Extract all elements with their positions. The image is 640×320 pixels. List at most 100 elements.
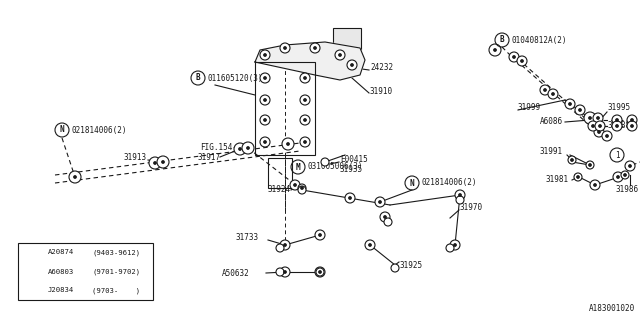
Circle shape (552, 92, 554, 95)
Circle shape (280, 240, 290, 250)
Circle shape (284, 244, 287, 246)
Text: 021814006(2): 021814006(2) (71, 125, 127, 134)
Circle shape (584, 112, 596, 124)
Circle shape (575, 105, 585, 115)
Circle shape (627, 121, 637, 131)
Circle shape (489, 44, 501, 56)
Text: 31991: 31991 (540, 148, 563, 156)
Circle shape (69, 171, 81, 183)
Circle shape (627, 115, 637, 125)
Circle shape (625, 161, 635, 171)
Circle shape (335, 50, 345, 60)
Circle shape (593, 113, 603, 123)
Bar (333, 28, 361, 50)
Circle shape (264, 140, 266, 143)
Circle shape (454, 244, 456, 246)
Circle shape (351, 63, 353, 67)
Text: 31981: 31981 (545, 175, 568, 185)
Circle shape (260, 73, 270, 83)
Circle shape (456, 196, 464, 204)
Text: N: N (60, 125, 64, 134)
Circle shape (605, 134, 609, 138)
Circle shape (300, 95, 310, 105)
Circle shape (264, 118, 266, 122)
Polygon shape (255, 42, 365, 80)
Circle shape (577, 175, 579, 179)
Text: 31733: 31733 (235, 234, 258, 243)
Circle shape (282, 138, 294, 150)
Text: 31970: 31970 (460, 203, 483, 212)
Circle shape (300, 73, 310, 83)
Circle shape (310, 43, 320, 53)
Circle shape (303, 118, 307, 122)
Circle shape (579, 108, 582, 111)
Circle shape (384, 218, 392, 226)
Circle shape (383, 215, 387, 219)
Circle shape (300, 115, 310, 125)
Text: J20834: J20834 (48, 287, 74, 293)
Text: 021814006(2): 021814006(2) (421, 179, 477, 188)
Circle shape (149, 157, 161, 169)
Circle shape (598, 131, 600, 133)
Circle shape (365, 240, 375, 250)
Circle shape (543, 89, 547, 92)
Circle shape (591, 124, 595, 127)
Circle shape (264, 99, 266, 101)
Circle shape (520, 60, 524, 62)
Circle shape (565, 99, 575, 109)
Circle shape (630, 118, 634, 122)
Text: A183001020: A183001020 (589, 304, 635, 313)
Circle shape (260, 95, 270, 105)
Text: B: B (500, 36, 504, 44)
Text: 1: 1 (614, 150, 620, 159)
Circle shape (315, 230, 325, 240)
Circle shape (574, 173, 582, 181)
Circle shape (276, 268, 284, 276)
Text: 01040812A(2): 01040812A(2) (511, 36, 566, 44)
Circle shape (630, 124, 634, 127)
Circle shape (315, 267, 325, 277)
Circle shape (321, 158, 329, 166)
Circle shape (623, 173, 627, 177)
Bar (18, 243, 153, 300)
Circle shape (598, 124, 602, 127)
Text: E00415: E00415 (340, 156, 368, 164)
Circle shape (540, 85, 550, 95)
Circle shape (509, 52, 519, 62)
Circle shape (345, 193, 355, 203)
Circle shape (339, 53, 342, 57)
Circle shape (301, 187, 303, 189)
Circle shape (378, 201, 381, 204)
Circle shape (590, 180, 600, 190)
Text: 31925: 31925 (400, 260, 423, 269)
Circle shape (246, 147, 250, 149)
Circle shape (621, 171, 629, 179)
Circle shape (586, 161, 594, 169)
Circle shape (314, 46, 317, 50)
Circle shape (589, 116, 591, 119)
Circle shape (458, 194, 461, 196)
Circle shape (284, 46, 287, 50)
Circle shape (594, 127, 604, 137)
Circle shape (616, 175, 620, 179)
Circle shape (612, 121, 622, 131)
Text: 31913: 31913 (123, 153, 146, 162)
Circle shape (455, 190, 465, 200)
Circle shape (450, 240, 460, 250)
Circle shape (616, 124, 618, 127)
Circle shape (570, 158, 573, 162)
Circle shape (595, 121, 605, 131)
Text: 031005006(3): 031005006(3) (307, 163, 362, 172)
Circle shape (154, 162, 157, 164)
Circle shape (613, 172, 623, 182)
Circle shape (319, 234, 321, 236)
Circle shape (260, 115, 270, 125)
Circle shape (380, 212, 390, 222)
Circle shape (264, 76, 266, 79)
Text: 31988: 31988 (607, 121, 630, 130)
Circle shape (239, 148, 241, 150)
Text: FIG.154-1: FIG.154-1 (200, 143, 242, 153)
Circle shape (616, 118, 618, 122)
Circle shape (568, 156, 576, 164)
Text: 31924: 31924 (268, 186, 291, 195)
